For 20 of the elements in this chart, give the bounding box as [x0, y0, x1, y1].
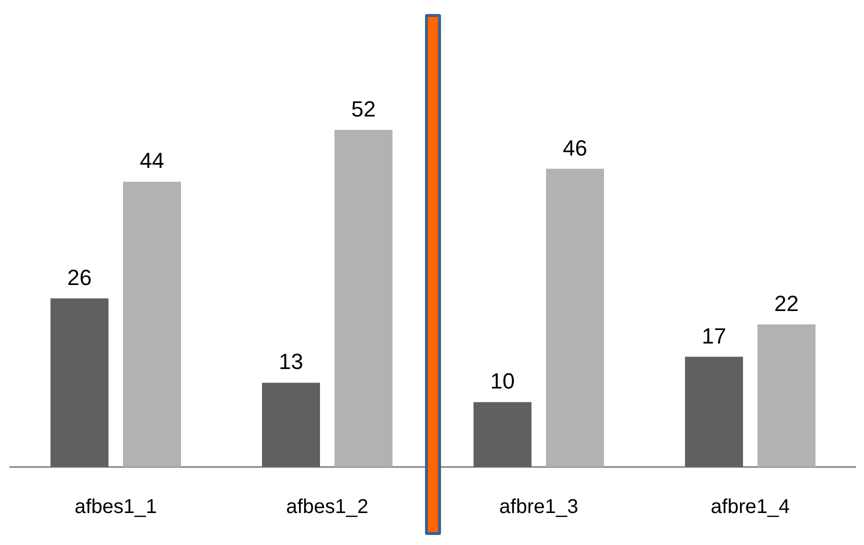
bar — [123, 182, 181, 467]
data-label: 52 — [351, 96, 376, 122]
bar — [546, 168, 604, 467]
data-label: 10 — [490, 368, 515, 394]
x-tick-label: afbes1_2 — [286, 496, 368, 518]
x-tick-label: afbre1_3 — [499, 496, 578, 518]
data-label: 44 — [140, 148, 164, 174]
data-label: 13 — [278, 349, 304, 374]
data-label: 22 — [774, 290, 799, 316]
bar — [262, 382, 320, 467]
bar — [474, 402, 532, 467]
data-label: 26 — [67, 264, 92, 290]
data-label: 46 — [562, 135, 588, 160]
bar — [334, 130, 392, 467]
x-tick-label: afbes1_1 — [74, 496, 157, 518]
x-tick-label: afbre1_4 — [710, 496, 790, 518]
bar — [758, 324, 816, 467]
bar — [50, 298, 108, 467]
data-label: 17 — [702, 323, 726, 348]
bar — [685, 356, 743, 467]
